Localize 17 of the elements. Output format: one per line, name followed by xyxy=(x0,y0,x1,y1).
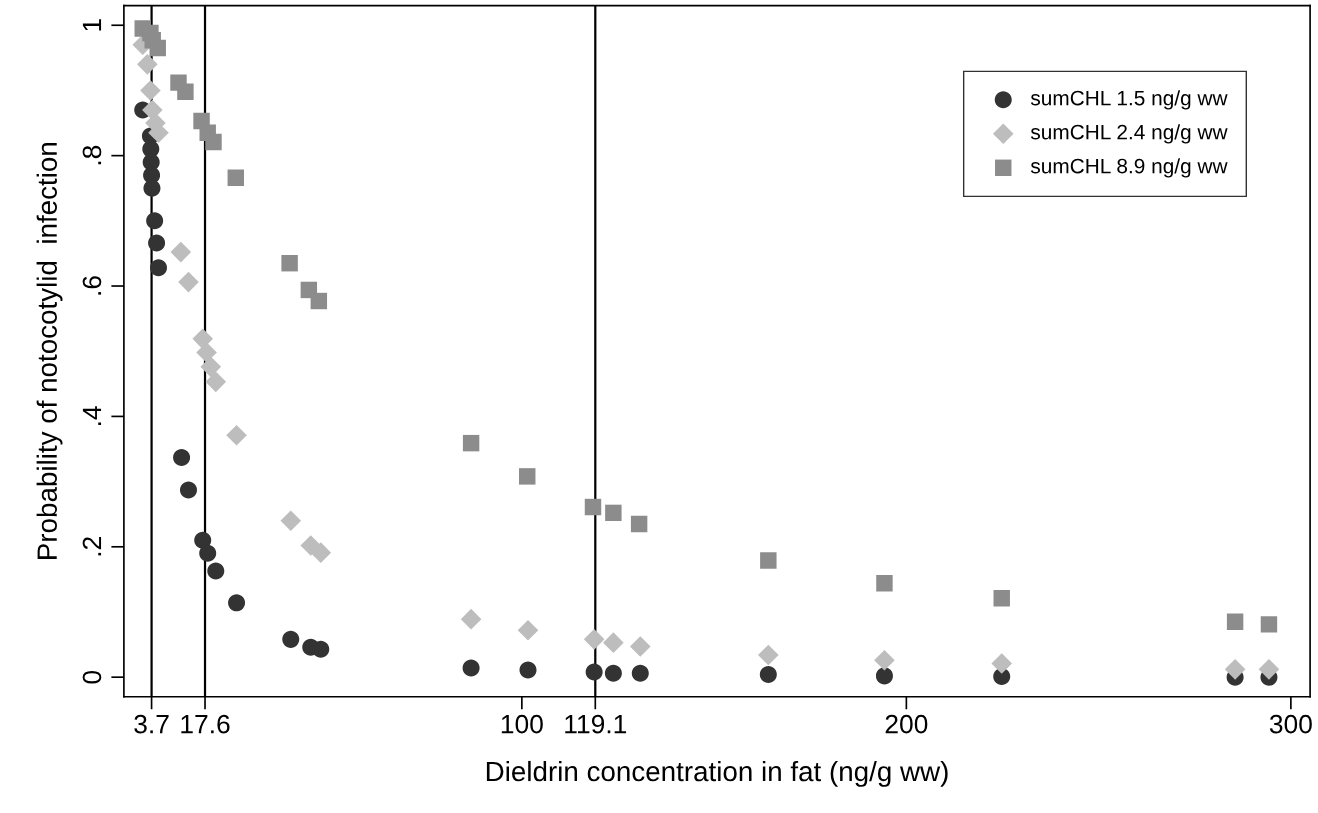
legend-label: sumCHL 1.5 ng/g ww xyxy=(1030,90,1228,110)
y-axis-title: Probability of notocotylid infection xyxy=(36,143,63,559)
y-tick-label: .6 xyxy=(82,276,102,295)
x-tick-label: 3.7 xyxy=(134,714,169,734)
y-tick-label: .8 xyxy=(82,145,102,165)
x-tick-label: 200 xyxy=(885,714,928,734)
x-tick-label: 300 xyxy=(1269,714,1312,734)
legend-label: sumCHL 2.4 ng/g ww xyxy=(1030,124,1228,144)
y-tick-label: .2 xyxy=(82,537,102,556)
legend-label: sumCHL 8.9 ng/g ww xyxy=(1030,158,1228,178)
y-tick-label: .4 xyxy=(82,406,102,425)
x-tick-label: 119.1 xyxy=(565,714,627,734)
x-axis-title: Dieldrin concentration in fat (ng/g ww) xyxy=(486,760,948,787)
x-tick-label: 100 xyxy=(501,714,543,734)
y-tick-label: 0 xyxy=(82,670,102,684)
x-tick-label: 17.6 xyxy=(181,714,230,734)
y-tick-label: 1 xyxy=(82,19,102,31)
